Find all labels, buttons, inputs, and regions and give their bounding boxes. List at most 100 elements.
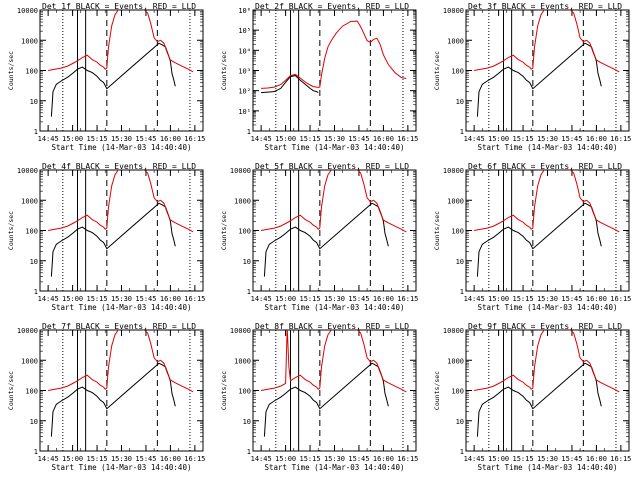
series-lld-line — [48, 170, 194, 233]
x-tick-label: 15:15 — [87, 455, 108, 463]
x-tick-label: 16:15 — [610, 295, 631, 303]
y-axis-label: Counts/sec — [7, 371, 15, 410]
panel-title: Det 9f BLACK = Events, RED = LLD — [468, 322, 622, 331]
y-axis-label: Counts/sec — [7, 211, 15, 250]
x-tick-label: 16:00 — [160, 295, 181, 303]
x-tick-label: 14:45 — [38, 135, 59, 143]
x-axis-label: Start Time (14-Mar-03 14:40:40) — [478, 143, 618, 152]
x-tick-label: 15:00 — [488, 455, 509, 463]
x-tick-label: 16:15 — [397, 135, 418, 143]
x-tick-label: 15:45 — [135, 135, 156, 143]
panel-8: 1 10 100 1000 10000 14:45 15:00 15:15 15:30 15:45… — [220, 322, 418, 472]
panel-9: 1 10 100 1000 10000 14:45 15:00 15:15 15:30 15:45… — [433, 322, 631, 472]
y-tick-label: 10000 — [230, 167, 251, 175]
x-tick-label: 16:15 — [184, 295, 205, 303]
y-tick-label: 10000 — [17, 327, 38, 335]
y-tick-label: 1 — [460, 448, 464, 456]
x-tick-label: 16:00 — [373, 135, 394, 143]
x-tick-label: 15:30 — [111, 295, 132, 303]
x-tick-label: 15:15 — [300, 295, 321, 303]
panel-title: Det 1f BLACK = Events, RED = LLD — [42, 2, 196, 11]
y-tick-label: 1000 — [447, 357, 464, 365]
y-tick-label: 10⁵ — [238, 27, 251, 35]
panel-title: Det 6f BLACK = Events, RED = LLD — [468, 162, 622, 171]
x-tick-label: 15:30 — [324, 295, 345, 303]
y-tick-label: 10000 — [443, 327, 464, 335]
x-tick-label: 14:45 — [38, 295, 59, 303]
x-tick-label: 15:15 — [87, 135, 108, 143]
x-tick-label: 16:15 — [397, 455, 418, 463]
y-tick-label: 1 — [247, 128, 251, 136]
series-events-line — [50, 42, 176, 117]
y-tick-label: 10 — [456, 98, 464, 106]
x-tick-label: 16:15 — [397, 295, 418, 303]
x-axis-label: Start Time (14-Mar-03 14:40:40) — [52, 143, 192, 152]
x-tick-label: 15:45 — [348, 135, 369, 143]
y-tick-label: 10000 — [443, 7, 464, 15]
x-tick-label: 15:00 — [62, 135, 83, 143]
y-axis-label: Counts/sec — [7, 51, 15, 90]
panel-title: Det 2f BLACK = Events, RED = LLD — [255, 2, 409, 11]
panel-title: Det 5f BLACK = Events, RED = LLD — [255, 162, 409, 171]
panel-3: 1 10 100 1000 10000 14:45 15:00 15:15 15:30 15:45… — [433, 2, 631, 152]
panel-title: Det 8f BLACK = Events, RED = LLD — [255, 322, 409, 331]
panel-5: 1 10 100 1000 10000 14:45 15:00 15:15 15:30 15:45… — [220, 162, 418, 312]
x-tick-label: 15:45 — [348, 295, 369, 303]
y-tick-label: 10⁴ — [238, 47, 251, 55]
series-lld-line — [474, 10, 620, 73]
x-tick-label: 15:00 — [275, 135, 296, 143]
y-axis-label: Counts/sec — [433, 211, 441, 250]
x-tick-label: 15:15 — [300, 455, 321, 463]
y-tick-label: 10000 — [443, 167, 464, 175]
x-axis-label: Start Time (14-Mar-03 14:40:40) — [478, 303, 618, 312]
x-tick-label: 16:15 — [610, 455, 631, 463]
y-tick-label: 1 — [34, 288, 38, 296]
x-tick-label: 15:30 — [111, 135, 132, 143]
y-tick-label: 10000 — [17, 167, 38, 175]
y-tick-label: 10⁶ — [238, 7, 251, 15]
series-lld-line — [261, 330, 407, 393]
series-events-line — [476, 202, 602, 277]
x-tick-label: 14:45 — [464, 455, 485, 463]
x-tick-label: 15:30 — [537, 455, 558, 463]
x-tick-label: 14:45 — [251, 455, 272, 463]
x-tick-label: 15:30 — [111, 455, 132, 463]
x-tick-label: 15:45 — [561, 455, 582, 463]
plot-frame — [252, 9, 417, 132]
y-tick-label: 1000 — [234, 197, 251, 205]
y-tick-label: 1 — [247, 448, 251, 456]
y-tick-label: 1 — [34, 128, 38, 136]
y-tick-label: 10³ — [238, 68, 251, 76]
x-axis-label: Start Time (14-Mar-03 14:40:40) — [52, 303, 192, 312]
y-tick-label: 100 — [451, 228, 464, 236]
panel-title: Det 4f BLACK = Events, RED = LLD — [42, 162, 196, 171]
plot-frame — [39, 169, 204, 292]
panel-1: 1 10 100 1000 10000 14:45 15:00 15:15 15:30 15:45… — [7, 2, 205, 152]
y-tick-label: 1 — [460, 288, 464, 296]
x-tick-label: 15:00 — [488, 295, 509, 303]
series-events-line — [263, 362, 389, 437]
y-axis-label: Counts/sec — [433, 371, 441, 410]
plot-frame — [39, 9, 204, 132]
panel-7: 1 10 100 1000 10000 14:45 15:00 15:15 15:30 15:45… — [7, 322, 205, 472]
x-tick-label: 14:45 — [38, 455, 59, 463]
x-tick-label: 16:15 — [610, 135, 631, 143]
y-tick-label: 10 — [30, 258, 38, 266]
x-tick-label: 14:45 — [251, 295, 272, 303]
x-tick-label: 15:15 — [300, 135, 321, 143]
x-axis-label: Start Time (14-Mar-03 14:40:40) — [265, 143, 405, 152]
plot-frame — [465, 169, 630, 292]
x-axis-label: Start Time (14-Mar-03 14:40:40) — [265, 303, 405, 312]
panel-4: 1 10 100 1000 10000 14:45 15:00 15:15 15:30 15:45… — [7, 162, 205, 312]
x-tick-label: 16:15 — [184, 135, 205, 143]
x-tick-label: 15:45 — [135, 455, 156, 463]
y-tick-label: 10 — [243, 418, 251, 426]
y-tick-label: 100 — [451, 388, 464, 396]
series-lld-line — [261, 20, 407, 89]
x-tick-label: 15:15 — [513, 295, 534, 303]
x-tick-label: 16:00 — [586, 295, 607, 303]
series-lld-line — [261, 170, 407, 233]
x-tick-label: 16:00 — [160, 135, 181, 143]
plot-frame — [465, 329, 630, 452]
